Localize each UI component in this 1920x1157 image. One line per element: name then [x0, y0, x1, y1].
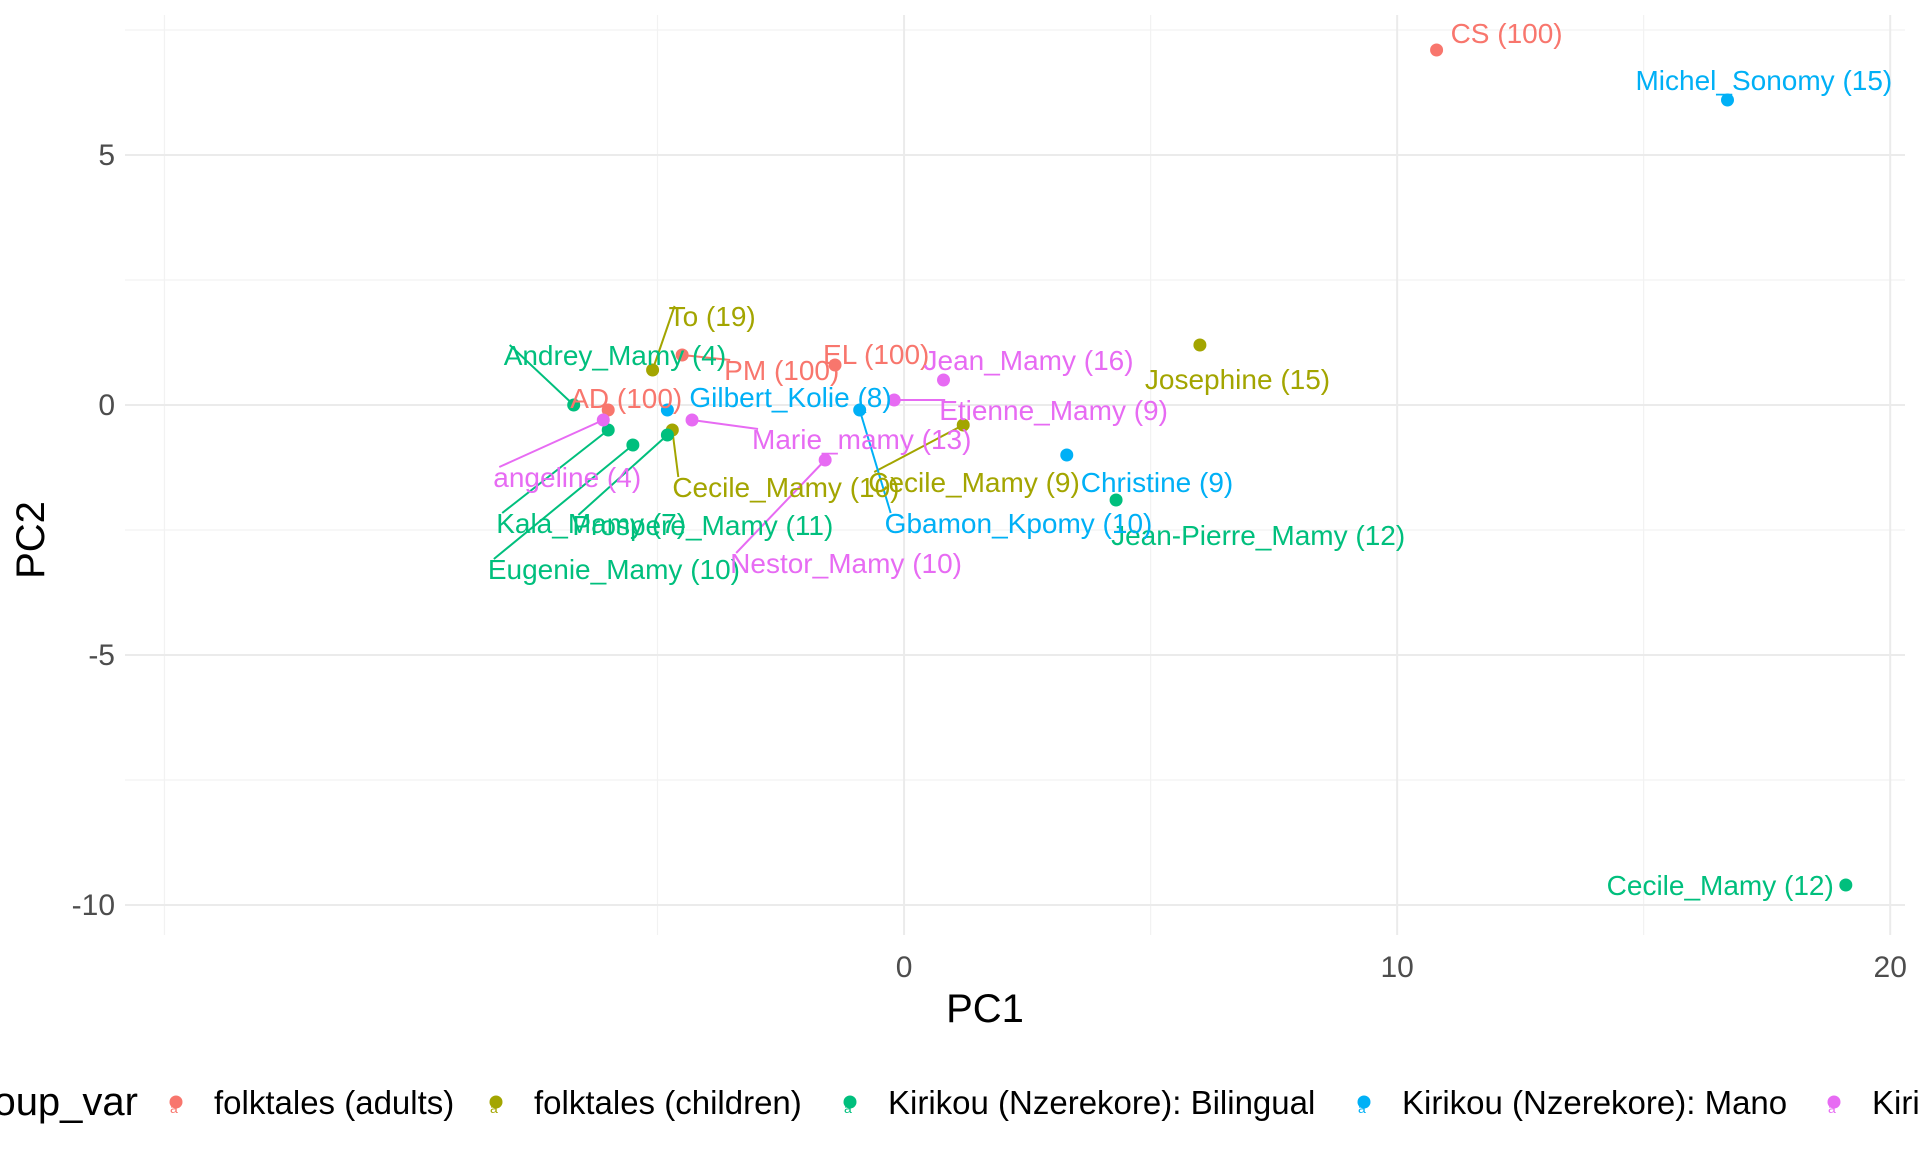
legend-label: folktales (children) — [534, 1084, 802, 1121]
point-label: Michel_Sonomy (15) — [1635, 65, 1892, 96]
data-point — [1430, 44, 1443, 57]
point-label: To (19) — [669, 301, 756, 332]
x-tick-label: 0 — [896, 951, 913, 984]
data-point — [626, 439, 639, 452]
legend-key-glyph: a — [1358, 1100, 1366, 1116]
point-label: Marie_mamy (13) — [752, 424, 971, 455]
point-label: Eugenie_Mamy (10) — [488, 554, 740, 585]
data-point — [597, 414, 610, 427]
legend-key-glyph: a — [490, 1100, 498, 1116]
x-tick-label: 10 — [1380, 951, 1413, 984]
data-point — [1060, 449, 1073, 462]
point-label: AD (100) — [570, 383, 682, 414]
y-tick-label: -10 — [72, 889, 115, 922]
legend-entry: a Kirikou (Nzerekore): Kpelle — [1828, 1084, 1920, 1121]
x-tick-label: 20 — [1874, 951, 1907, 984]
legend-label: Kirikou (Nzerekore): Mano — [1402, 1084, 1787, 1121]
point-label: Nestor_Mamy (10) — [730, 548, 962, 579]
point-labels: CS (100)PM (100)EL (100)AD (100)To (19)J… — [488, 18, 1892, 901]
point-label: Etienne_Mamy (9) — [939, 395, 1168, 426]
point-label: Prospere_Mamy (11) — [572, 510, 833, 541]
legend-entry: a folktales (children) — [490, 1084, 802, 1121]
point-label: angeline (4) — [493, 462, 641, 493]
legend: group_var a folktales (adults) a folktales (… — [0, 1080, 1920, 1124]
label-connector — [692, 420, 758, 429]
point-label: CS (100) — [1451, 18, 1563, 49]
data-point — [1193, 339, 1206, 352]
legend-label: Kirikou (Nzerekore): Kpelle — [1872, 1084, 1920, 1121]
legend-key-glyph: a — [1828, 1100, 1836, 1116]
point-label: Jean_Mamy (16) — [924, 345, 1134, 376]
legend-entry: a Kirikou (Nzerekore): Bilingual — [844, 1084, 1316, 1121]
point-label: Cecile_Mamy (10) — [672, 472, 899, 503]
data-point — [661, 429, 674, 442]
x-axis-title: PC1 — [946, 987, 1024, 1031]
point-label: EL (100) — [823, 339, 929, 370]
point-label: Jean-Pierre_Mamy (12) — [1111, 520, 1405, 551]
legend-label: Kirikou (Nzerekore): Bilingual — [888, 1084, 1315, 1121]
y-tick-label: 0 — [98, 389, 115, 422]
label-connector — [499, 420, 603, 467]
legend-title: group_var — [0, 1080, 138, 1124]
data-point — [819, 454, 832, 467]
legend-key-glyph: a — [844, 1100, 852, 1116]
legend-entry: a folktales (adults) — [170, 1084, 455, 1121]
legend-label: folktales (adults) — [214, 1084, 454, 1121]
legend-entry: a Kirikou (Nzerekore): Mano — [1358, 1084, 1788, 1121]
point-label: Cecile_Mamy (9) — [868, 467, 1080, 498]
point-label: Gilbert_Kolie (8) — [689, 382, 891, 413]
data-point — [1839, 879, 1852, 892]
y-tick-label: -5 — [88, 639, 115, 672]
legend-key-glyph: a — [170, 1100, 178, 1116]
point-label: Cecile_Mamy (12) — [1607, 870, 1834, 901]
y-tick-label: 5 — [98, 139, 115, 172]
point-label: Christine (9) — [1081, 467, 1233, 498]
point-label: Josephine (15) — [1145, 364, 1330, 395]
point-label: Andrey_Mamy (4) — [504, 340, 727, 371]
point-label: Gbamon_Kpomy (10) — [885, 508, 1153, 539]
data-point — [686, 414, 699, 427]
y-axis-title: PC2 — [9, 501, 53, 579]
